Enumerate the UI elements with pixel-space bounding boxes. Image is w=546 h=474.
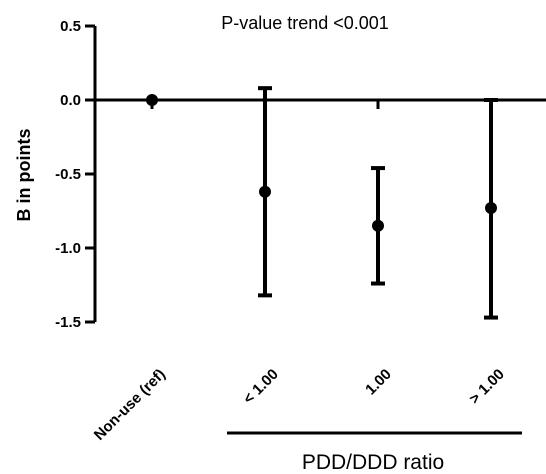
x-tick-label: 1.00 — [362, 366, 395, 399]
y-tick-label: 0.0 — [60, 92, 81, 109]
x-group-label: PDD/DDD ratio — [302, 451, 444, 474]
p-value-annotation: P-value trend <0.001 — [221, 13, 389, 33]
data-point — [259, 185, 271, 198]
y-axis: 0.5 0.0 -0.5 -1.0 -1.5 — [55, 18, 97, 331]
y-axis-title: B in points — [14, 129, 34, 222]
x-tick-label: < 1.00 — [240, 366, 282, 408]
data-point — [146, 94, 158, 106]
x-tick-label: > 1.00 — [466, 366, 508, 408]
data-points — [146, 86, 498, 320]
x-axis: Non-use (ref) < 1.00 1.00 > 1.00 — [91, 98, 546, 444]
y-tick-label: -1.0 — [55, 240, 81, 257]
y-tick-label: -0.5 — [55, 166, 81, 183]
y-tick-label: -1.5 — [55, 314, 81, 331]
x-tick-label: Non-use (ref) — [91, 366, 169, 444]
y-tick-label: 0.5 — [60, 18, 81, 35]
data-point — [372, 219, 384, 232]
data-point — [485, 202, 497, 215]
